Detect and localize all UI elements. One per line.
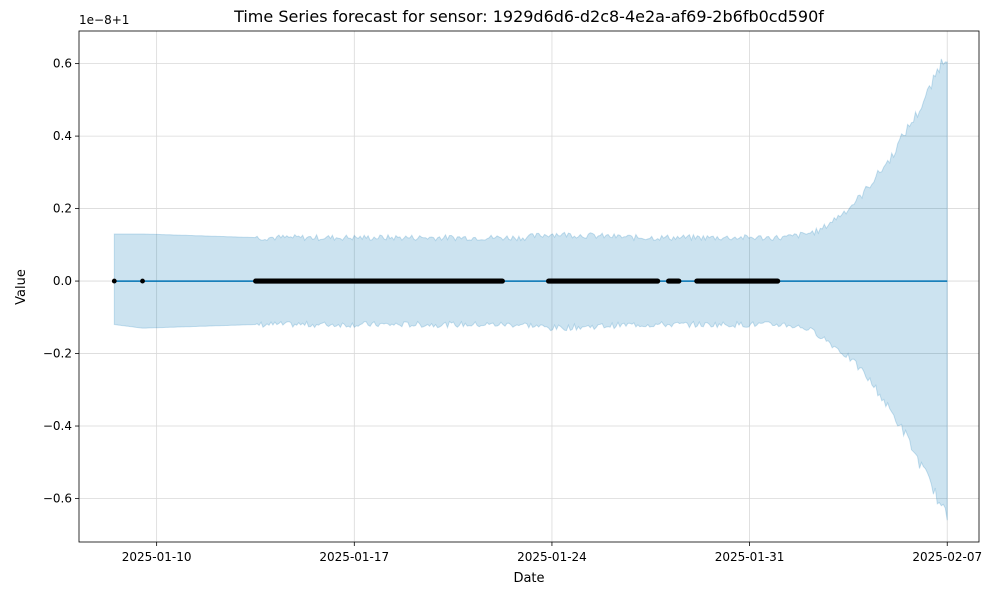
observed-point-run <box>253 278 505 284</box>
observed-point-run <box>666 278 682 284</box>
y-tick-label: 0.2 <box>53 202 72 216</box>
y-tick-label: −0.2 <box>43 347 72 361</box>
x-axis-ticks: 2025-01-10 2025-01-17 2025-01-24 2025-01-31… <box>122 542 982 564</box>
y-tick-label: −0.6 <box>43 492 72 506</box>
observed-point <box>140 278 145 284</box>
y-axis-offset-label: 1e−8+1 <box>79 13 129 27</box>
y-tick-label: −0.4 <box>43 419 72 433</box>
observed-points <box>111 278 781 284</box>
uncertainty-band <box>113 58 948 521</box>
x-tick-label: 2025-01-24 <box>517 550 587 564</box>
chart-title: Time Series forecast for sensor: 1929d6d… <box>233 7 824 26</box>
observed-point-run <box>694 278 781 284</box>
x-tick-label: 2025-02-07 <box>912 550 982 564</box>
y-tick-label: 0.0 <box>53 274 72 288</box>
x-tick-label: 2025-01-31 <box>715 550 785 564</box>
observed-point <box>111 278 117 284</box>
y-axis-ticks: −0.6 −0.4 −0.2 0.0 0.2 0.4 0.6 <box>43 57 79 506</box>
plot-frame <box>78 30 980 543</box>
y-tick-label: 0.6 <box>53 57 72 71</box>
x-tick-label: 2025-01-17 <box>319 550 389 564</box>
y-axis-label: Value <box>14 269 29 305</box>
observed-point-run <box>546 278 661 284</box>
y-tick-label: 0.4 <box>53 129 72 143</box>
x-tick-label: 2025-01-10 <box>122 550 192 564</box>
x-axis-label: Date <box>513 571 544 586</box>
